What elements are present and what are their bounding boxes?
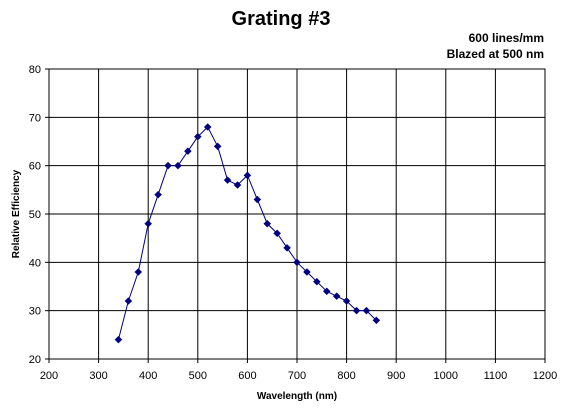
- x-tick-label: 200: [40, 370, 58, 382]
- data-point-marker: [203, 123, 212, 131]
- data-point-marker: [154, 190, 162, 199]
- x-tick-label: 600: [238, 370, 256, 382]
- data-point-marker: [164, 161, 172, 170]
- x-tick-label: 500: [189, 370, 207, 382]
- y-tick-label: 80: [29, 64, 41, 76]
- data-point-marker: [312, 277, 321, 286]
- data-point-marker: [322, 287, 331, 296]
- data-point-marker: [213, 142, 222, 151]
- data-point-marker: [193, 132, 202, 141]
- y-tick-label: 30: [29, 306, 41, 318]
- data-point-marker: [223, 176, 232, 185]
- x-axis-title: Wavelength (nm): [257, 391, 337, 402]
- x-tick-label: 1000: [434, 370, 458, 382]
- plot-frame: [48, 68, 546, 360]
- data-point-marker: [273, 229, 282, 238]
- data-point-marker: [303, 268, 311, 276]
- x-tick-label: 800: [337, 370, 355, 382]
- data-point-marker: [372, 316, 381, 325]
- data-point-marker: [342, 297, 351, 305]
- data-point-marker: [114, 335, 123, 344]
- data-point-marker: [283, 243, 291, 252]
- chart-title: Grating #3: [231, 8, 331, 30]
- data-point-marker: [144, 219, 153, 228]
- x-tick-label: 700: [288, 370, 306, 382]
- x-tick-label: 300: [89, 370, 107, 382]
- data-point-marker: [174, 161, 182, 170]
- y-axis-title: Relative Efficiency: [11, 169, 22, 258]
- data-point-marker: [263, 219, 272, 228]
- data-point-marker: [124, 297, 133, 305]
- data-point-marker: [184, 147, 192, 156]
- data-point-marker: [243, 171, 252, 180]
- x-tick-label: 1200: [533, 370, 557, 382]
- annotation-line-density: 600 lines/mm: [468, 31, 544, 45]
- data-point-marker: [253, 195, 262, 204]
- y-tick-label: 50: [29, 209, 41, 221]
- x-tick-label: 400: [139, 370, 157, 382]
- x-tick-label: 900: [387, 370, 405, 382]
- data-point-marker: [332, 292, 341, 301]
- x-tick-label: 1100: [484, 370, 508, 382]
- y-tick-label: 20: [29, 354, 41, 366]
- y-tick-label: 70: [29, 112, 41, 124]
- data-point-marker: [362, 306, 371, 315]
- annotation-blaze: Blazed at 500 nm: [446, 47, 544, 61]
- data-point-marker: [352, 306, 361, 315]
- y-tick-label: 60: [29, 161, 41, 173]
- data-point-marker: [134, 268, 143, 276]
- y-tick-label: 40: [29, 257, 41, 269]
- data-point-marker: [293, 258, 301, 267]
- data-point-marker: [233, 181, 242, 189]
